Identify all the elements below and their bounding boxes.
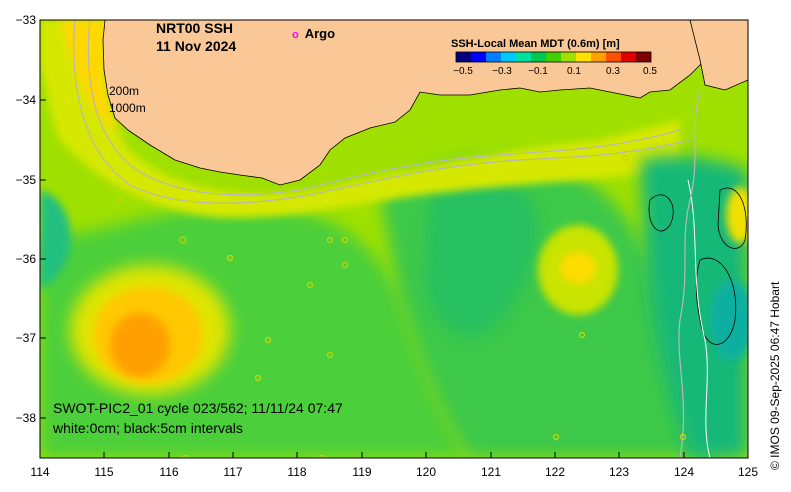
axis-ticks (39, 19, 749, 458)
x-tick-label: 115 (94, 465, 114, 479)
colorbar-tick: 0.5 (643, 66, 657, 77)
colorbar (455, 51, 652, 63)
y-tick-label: −33 (15, 13, 36, 27)
y-tick-label: −36 (15, 252, 36, 266)
x-tick-label: 119 (352, 465, 372, 479)
contour-black (648, 194, 674, 232)
colorbar-tick: −0.1 (528, 66, 548, 77)
satellite-pass-label: SWOT-PIC2_01 cycle 023/562; 11/11/24 07:… (53, 400, 343, 416)
x-tick-label: 120 (415, 465, 437, 479)
imos-credit: © IMOS 09-Sep-2025 06:47 Hobart (768, 281, 782, 470)
contour-white (687, 179, 711, 458)
y-tick-label: −38 (15, 411, 36, 425)
ssh-low-core (425, 180, 538, 337)
x-tick-label: 117 (223, 465, 243, 479)
y-tick-label: −35 (15, 173, 36, 187)
isobath-label-1000m: 1000m (109, 101, 146, 115)
isobath-1000m (73, 20, 691, 204)
ssh-coastal-band (40, 20, 680, 218)
ssh-west-low (40, 190, 71, 290)
contour-interval-label: white:0cm; black:5cm intervals (53, 420, 243, 436)
x-tick-label: 124 (673, 465, 695, 479)
x-tick-label: 123 (608, 465, 630, 479)
colorbar-tick: 0.3 (606, 66, 620, 77)
colorbar-tick: 0.1 (567, 66, 581, 77)
contour-black (695, 257, 737, 345)
argo-floats (116, 154, 687, 458)
argo-symbol-icon: o (292, 29, 299, 41)
map-title-product: NRT00 SSH (156, 20, 234, 36)
x-tick-label: 118 (287, 465, 307, 479)
x-tick-label: 121 (480, 465, 502, 479)
x-tick-label: 114 (30, 465, 50, 479)
x-tick-label: 116 (159, 465, 179, 479)
argo-legend-label: Argo (304, 26, 336, 41)
ssh-eddy-core (110, 313, 170, 377)
ssh-central-eddy-core (560, 252, 596, 284)
contour-black (717, 187, 747, 249)
argo-legend: o Argo (292, 26, 335, 41)
ssh-east-high (726, 187, 748, 243)
map-field (40, 20, 748, 458)
x-tick-label: 125 (737, 465, 759, 479)
y-tick-label: −37 (15, 331, 36, 345)
x-tick-label: 122 (544, 465, 566, 479)
map-title-date: 11 Nov 2024 (156, 38, 237, 54)
isobath-east (678, 89, 701, 458)
land-east (689, 20, 748, 91)
isobath-200m (87, 20, 681, 196)
colorbar-tick: −0.3 (492, 66, 512, 77)
y-tick-label: −34 (15, 93, 36, 107)
colorbar-title: SSH-Local Mean MDT (0.6m) [m] (451, 38, 620, 50)
plot-frame (39, 19, 749, 459)
ssh-east-low (640, 155, 748, 458)
ssh-east-core (710, 280, 748, 360)
colorbar-tick: −0.5 (453, 66, 473, 77)
isobath-label-200m: 200m (109, 84, 140, 98)
